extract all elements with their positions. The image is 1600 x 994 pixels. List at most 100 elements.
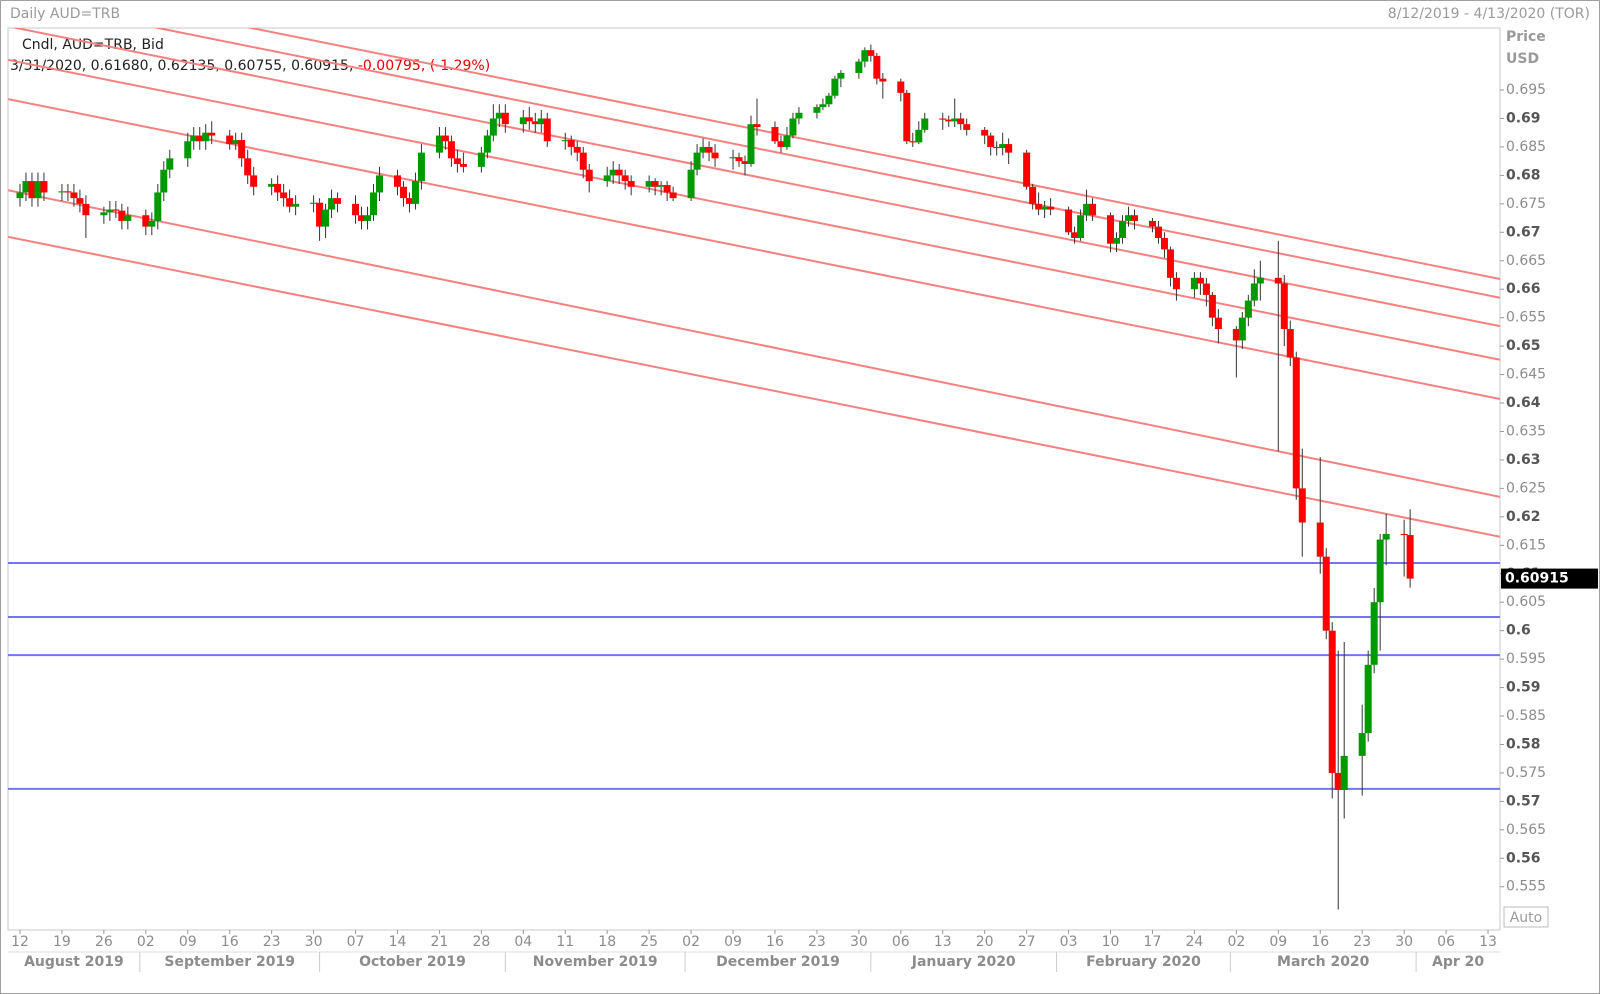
candle-body: [411, 181, 419, 204]
candle-body: [40, 181, 48, 193]
candle-body: [489, 118, 497, 136]
y-title: Price: [1506, 29, 1546, 45]
x-tick-label: 06: [892, 934, 910, 950]
candle-body: [1190, 277, 1198, 290]
candle-body: [1400, 533, 1408, 536]
x-tick-label: 13: [934, 934, 952, 950]
candle-body: [268, 183, 276, 187]
trend-line: [8, 98, 1500, 401]
trend-line: [8, 235, 1500, 538]
candle-body: [1196, 277, 1204, 284]
candle-body: [1107, 215, 1115, 244]
y-tick-label: 0.58: [1506, 736, 1541, 752]
candle-body: [951, 118, 959, 122]
candle-body: [1376, 539, 1384, 603]
candle-body: [370, 192, 378, 216]
candle-body: [1119, 220, 1127, 238]
candle-body: [699, 146, 707, 153]
candle-body: [1124, 215, 1132, 221]
x-tick-label: 04: [514, 934, 532, 950]
scale-mode-box[interactable]: [1503, 906, 1549, 928]
candle-body: [399, 186, 407, 199]
candle-body: [1250, 283, 1258, 301]
candle-body: [915, 129, 923, 143]
candle-body: [609, 169, 617, 176]
candle-body: [226, 135, 234, 145]
x-tick-label: 07: [347, 934, 365, 950]
candle-body: [1238, 317, 1246, 341]
candle-body: [160, 169, 168, 193]
x-tick-label: 23: [1353, 934, 1371, 950]
candle-body: [34, 181, 42, 199]
candle-body: [1316, 522, 1324, 557]
x-tick-label: 27: [1018, 934, 1036, 950]
candle-body: [879, 78, 887, 82]
candle-body: [1089, 203, 1097, 216]
candle-body: [1029, 186, 1037, 204]
candle-body: [501, 112, 509, 125]
x-tick-label: 30: [1395, 934, 1413, 950]
month-label: Apr 20: [1432, 954, 1484, 970]
candle-body: [795, 112, 803, 119]
candle-body: [1077, 215, 1085, 238]
month-label: January 2020: [911, 954, 1016, 970]
candle-body: [58, 191, 66, 193]
candle-body: [118, 210, 126, 221]
candle-body: [274, 183, 282, 193]
candle-body: [693, 152, 701, 170]
month-label: February 2020: [1086, 954, 1201, 970]
y-tick-label: 0.68: [1506, 167, 1541, 183]
x-tick-label: 02: [1227, 934, 1245, 950]
y-tick-label: 0.585: [1506, 708, 1546, 724]
candle-body: [747, 124, 755, 165]
x-tick-label: 06: [1437, 934, 1455, 950]
candle-body: [687, 169, 695, 199]
candle-body: [753, 124, 761, 128]
candle-body: [238, 140, 246, 159]
month-label: December 2019: [716, 954, 840, 970]
scale-mode[interactable]: Auto: [1510, 910, 1543, 926]
y-tick-label: 0.57: [1506, 793, 1541, 809]
candle-body: [855, 61, 863, 73]
last-price-label: 0.60915: [1505, 571, 1569, 587]
x-tick-label: 19: [53, 934, 71, 950]
candle-body: [1244, 300, 1252, 318]
candle-body: [963, 124, 971, 130]
plot: [8, 28, 1500, 910]
candle-body: [543, 118, 551, 142]
candle-body: [957, 118, 965, 125]
candle-body: [519, 117, 527, 125]
x-tick-label: 09: [1269, 934, 1287, 950]
candle-body: [585, 169, 593, 182]
x-tick-label: 23: [808, 934, 826, 950]
candle-body: [1280, 283, 1288, 330]
candle-body: [316, 202, 324, 227]
candle-body: [561, 140, 569, 142]
candle-body: [393, 175, 401, 187]
candle-body: [1406, 535, 1414, 579]
candle-body: [441, 135, 449, 142]
candle-body: [244, 158, 252, 176]
candle-body: [819, 104, 827, 108]
candle-body: [1292, 357, 1300, 489]
x-tick-label: 09: [179, 934, 197, 950]
y-tick-label: 0.595: [1506, 651, 1546, 667]
x-tick-label: 24: [1185, 934, 1203, 950]
y-tick-label: 0.66: [1506, 281, 1541, 297]
x-tick-label: 28: [472, 934, 490, 950]
candle-body: [1286, 329, 1294, 358]
candle-body: [621, 175, 629, 182]
trend-line: [11, 28, 1500, 328]
y-tick-label: 0.605: [1506, 594, 1546, 610]
candle-body: [190, 135, 198, 142]
candle-body: [70, 192, 78, 199]
y-tick-label: 0.675: [1506, 196, 1546, 212]
y-tick-label: 0.555: [1506, 879, 1546, 895]
candle-body: [867, 50, 875, 56]
y-tick-label: 0.695: [1506, 82, 1546, 98]
candle-body: [280, 192, 288, 199]
candle-body: [1202, 283, 1210, 295]
candle-body: [831, 78, 839, 96]
x-tick-label: 10: [1102, 934, 1120, 950]
candle-body: [1005, 144, 1013, 153]
